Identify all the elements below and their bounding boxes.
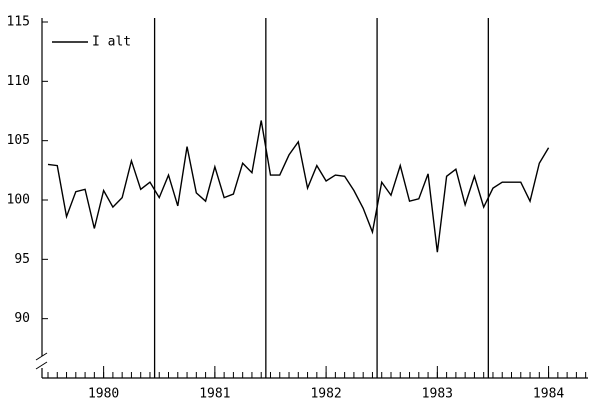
y-tick-label: 110 xyxy=(7,74,30,89)
x-tick-label: 1981 xyxy=(199,387,230,402)
y-tick-label: 105 xyxy=(7,133,30,148)
y-tick-label: 115 xyxy=(7,15,30,30)
axis-break-gap xyxy=(36,356,48,368)
x-tick-label: 1980 xyxy=(88,387,119,402)
y-tick-label: 95 xyxy=(14,252,30,267)
x-tick-label: 1982 xyxy=(310,387,341,402)
axis-break xyxy=(35,361,48,370)
axis-break xyxy=(35,352,48,361)
y-tick-label: 100 xyxy=(7,193,30,208)
y-tick-label: 90 xyxy=(14,311,30,326)
x-tick-label: 1984 xyxy=(533,387,564,402)
data-line xyxy=(47,120,550,253)
x-tick-label: 1983 xyxy=(422,387,453,402)
legend-label: I alt xyxy=(92,35,131,50)
